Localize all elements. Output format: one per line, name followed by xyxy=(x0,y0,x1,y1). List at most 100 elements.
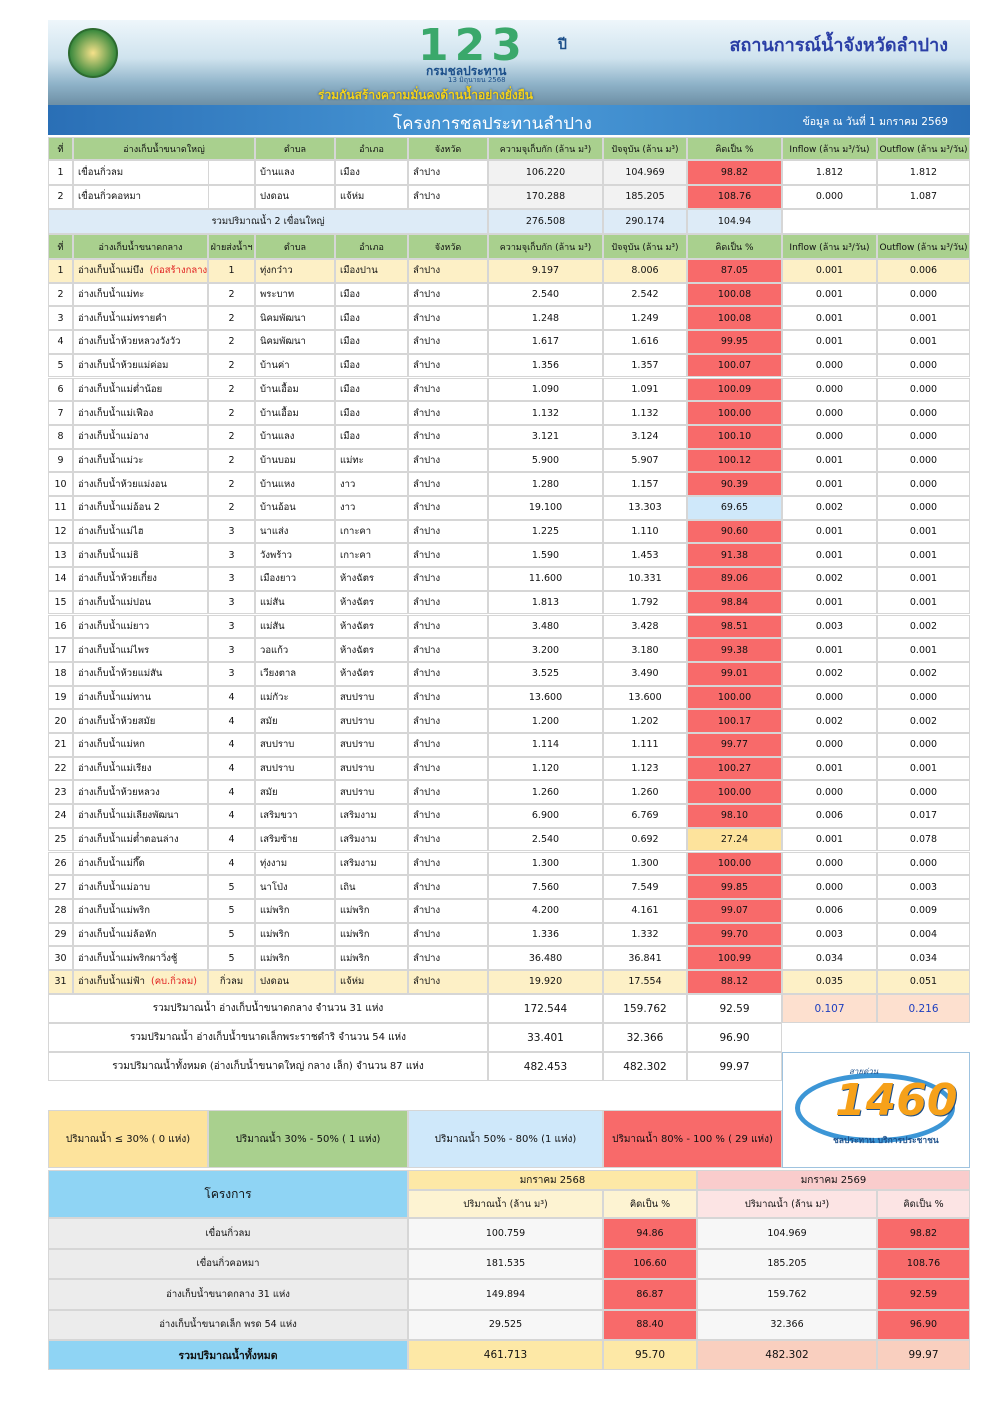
total-value: 172.544 xyxy=(488,994,603,1023)
table-cell: 0.051 xyxy=(877,970,970,994)
table-cell: อ่างเก็บน้ำแม่ธิ xyxy=(73,543,208,568)
project-name: โครงการชลประทานลำปาง xyxy=(393,114,592,134)
period-header: มกราคม 2568 xyxy=(408,1170,697,1190)
table-cell: 7.549 xyxy=(603,875,687,899)
emblem xyxy=(68,28,118,78)
table-cell: ลำปาง xyxy=(408,259,488,283)
table-cell: 1.332 xyxy=(603,922,687,947)
table-cell: 0.006 xyxy=(782,804,877,828)
total-value: 290.174 xyxy=(603,209,687,234)
table-cell: 24 xyxy=(48,804,73,828)
table-cell: 0.078 xyxy=(877,827,970,852)
table-cell: บ้านอ้อน xyxy=(255,496,335,520)
table-cell: แม่กัวะ xyxy=(255,685,335,710)
table-cell: 36.841 xyxy=(603,946,687,970)
table-cell: 0.000 xyxy=(877,353,970,378)
table-cell: 19 xyxy=(48,685,73,710)
total-cell: 99.97 xyxy=(877,1340,970,1370)
table-cell: 6.900 xyxy=(488,804,603,828)
table-cell: แจ้ห่ม xyxy=(335,970,408,994)
table-cell: อ่างเก็บน้ำแม่กึ๊ด xyxy=(73,851,208,876)
table-cell: 31 xyxy=(48,970,73,994)
table-cell: 0.001 xyxy=(782,282,877,307)
table-cell: อ่างเก็บน้ำขนาดเล็ก พรด 54 แห่ง xyxy=(48,1309,408,1340)
table-cell: แม่พริก xyxy=(335,922,408,947)
table-cell: ลำปาง xyxy=(408,709,488,733)
table-cell: อ่างเก็บน้ำแม่ล้อหัก xyxy=(73,922,208,947)
table-cell: ลำปาง xyxy=(408,472,488,496)
table-cell: ลำปาง xyxy=(408,330,488,354)
table-cell: 100.00 xyxy=(687,401,782,425)
total-cell: 95.70 xyxy=(603,1340,697,1370)
table-cell: อ่างเก็บน้ำแม่ทะ xyxy=(73,282,208,307)
table-cell: 22 xyxy=(48,756,73,781)
table-cell: 0.000 xyxy=(782,685,877,710)
column-header: จังหวัด xyxy=(408,137,488,160)
column-header: ที่ xyxy=(48,137,73,160)
empty-cell xyxy=(782,209,970,234)
table-cell: แม่สัน xyxy=(255,590,335,615)
table-cell: 3.124 xyxy=(603,424,687,449)
table-cell: อ่างเก็บน้ำแม่ปอน xyxy=(73,590,208,615)
table-cell: 100.17 xyxy=(687,709,782,733)
date: 13 มิถุนายน 2568 xyxy=(448,76,506,84)
table-cell: 1.616 xyxy=(603,330,687,354)
table-cell: 27 xyxy=(48,875,73,899)
table-cell: 1.132 xyxy=(603,401,687,425)
table-cell: งาว xyxy=(335,472,408,496)
table-cell: ลำปาง xyxy=(408,614,488,639)
table-cell: 0.001 xyxy=(782,756,877,781)
table-cell: 185.205 xyxy=(697,1248,877,1279)
table-cell: 100.07 xyxy=(687,353,782,378)
table-cell: ลำปาง xyxy=(408,827,488,852)
table-cell: 0.001 xyxy=(782,330,877,354)
table-cell: 98.82 xyxy=(687,160,782,185)
table-cell: เขื่อนกิ่วคอหมา xyxy=(48,1248,408,1279)
table-cell: 100.99 xyxy=(687,946,782,970)
table-cell: ลำปาง xyxy=(408,377,488,402)
table-cell: วังพร้าว xyxy=(255,543,335,568)
table-cell: 9 xyxy=(48,448,73,473)
table-cell: งาว xyxy=(335,496,408,520)
department: กรมชลประทาน xyxy=(426,64,507,78)
table-cell: 3.525 xyxy=(488,661,603,686)
table-cell: 149.894 xyxy=(408,1279,603,1310)
table-cell: 1.300 xyxy=(488,851,603,876)
legend-item: ปริมาณน้ำ 80% - 100 % ( 29 แห่ง) xyxy=(603,1110,782,1168)
table-cell: 4 xyxy=(208,851,255,876)
table-cell: 100.10 xyxy=(687,424,782,449)
table-cell: 98.51 xyxy=(687,614,782,639)
table-cell: 3 xyxy=(208,614,255,639)
table-cell: 1.590 xyxy=(488,543,603,568)
table-cell: อ่างเก็บน้ำห้วยแม่งอน xyxy=(73,472,208,496)
table-cell: เมืองยาว xyxy=(255,567,335,591)
column-header: อำเภอ xyxy=(335,137,408,160)
table-cell: กิ่วลม xyxy=(208,970,255,994)
table-cell: ลำปาง xyxy=(408,638,488,662)
table-cell: 3.200 xyxy=(488,638,603,662)
table-cell: 1.225 xyxy=(488,519,603,544)
table-cell: 5 xyxy=(208,898,255,923)
table-cell: 2 xyxy=(208,424,255,449)
table-cell: 0.006 xyxy=(782,898,877,923)
anniversary-number: 123 xyxy=(418,20,528,71)
table-cell: แม่ทะ xyxy=(335,448,408,473)
table-cell: แม่พริก xyxy=(255,946,335,970)
table-cell: 1.091 xyxy=(603,377,687,402)
page-title: สถานการณ์น้ำจังหวัดลำปาง xyxy=(729,35,948,56)
table-cell: สบปราบ xyxy=(335,685,408,710)
table-cell: 100.00 xyxy=(687,851,782,876)
table-cell: อ่างเก็บน้ำแม่ต่ำน้อย xyxy=(73,377,208,402)
table-cell: 1.260 xyxy=(603,780,687,805)
header-banner: 123 ปี กรมชลประทาน 13 มิถุนายน 2568 ร่วม… xyxy=(48,20,970,105)
table-cell: 3.180 xyxy=(603,638,687,662)
table-cell: เสริมซ้าย xyxy=(255,827,335,852)
table-cell: 4 xyxy=(208,804,255,828)
table-cell: เกาะคา xyxy=(335,519,408,544)
table-cell: 2 xyxy=(208,401,255,425)
table-cell: ลำปาง xyxy=(408,282,488,307)
name-text: อ่างเก็บน้ำแม่ฟ้า xyxy=(78,976,145,988)
table-cell: ลำปาง xyxy=(408,685,488,710)
table-cell: อ่างเก็บน้ำแม่พริก xyxy=(73,898,208,923)
table-cell: 2 xyxy=(208,448,255,473)
